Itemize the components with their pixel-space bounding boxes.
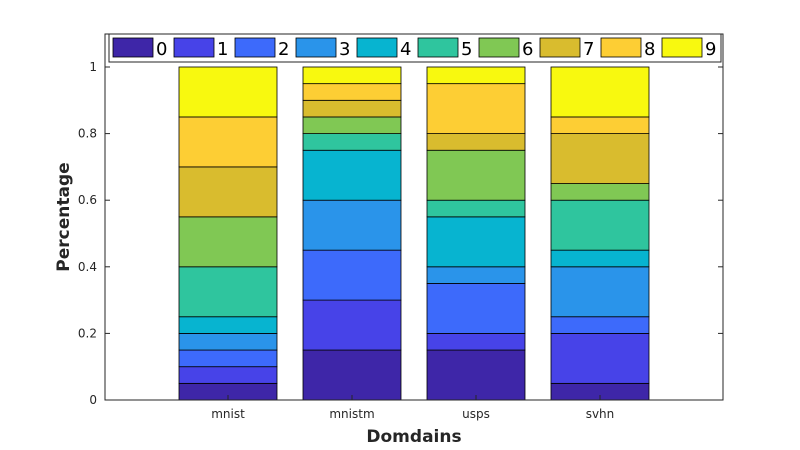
legend-swatch-1 (173, 37, 215, 58)
bar-segment-usps-3 (426, 266, 526, 284)
bar-segment-usps-8 (426, 83, 526, 135)
bar-segment-usps-5 (426, 199, 526, 218)
bar-segment-usps-2 (426, 283, 526, 334)
bar-segment-mnistm-6 (302, 116, 402, 134)
bar-segment-mnistm-3 (302, 199, 402, 251)
bar-segment-mnist-8 (178, 116, 278, 168)
legend-label: 3 (339, 39, 350, 60)
bar-segment-mnistm-9 (302, 66, 402, 85)
bar-segment-svhn-1 (550, 332, 650, 384)
bar-segment-mnist-5 (178, 266, 278, 318)
legend-swatch-8 (600, 37, 642, 58)
y-tick-label: 0.4 (78, 260, 97, 274)
y-tick-label: 0.6 (78, 193, 97, 207)
bar-segment-svhn-7 (550, 133, 650, 184)
bar-segment-mnistm-8 (302, 83, 402, 101)
y-tick-label: 0 (89, 393, 97, 407)
bar-segment-usps-4 (426, 216, 526, 268)
bar-segment-mnist-3 (178, 332, 278, 351)
x-axis-title: Domdains (366, 427, 461, 447)
bars-layer (178, 66, 650, 401)
legend-swatch-6 (478, 37, 520, 58)
x-tick-label: svhn (586, 407, 615, 421)
bar-segment-mnistm-2 (302, 249, 402, 301)
bar-segment-svhn-8 (550, 116, 650, 134)
legend-label: 0 (156, 39, 167, 60)
legend-swatch-4 (356, 37, 398, 58)
legend: 0 1 2 3 4 5 6 7 8 9 (108, 33, 722, 63)
legend-label: 4 (400, 39, 411, 60)
legend-label: 5 (461, 39, 472, 60)
legend-label: 8 (644, 39, 655, 60)
bar-segment-usps-9 (426, 66, 526, 85)
bar-segment-mnist-6 (178, 216, 278, 268)
bar-segment-mnistm-0 (302, 349, 402, 401)
bar-segment-svhn-9 (550, 66, 650, 118)
legend-label: 1 (217, 39, 228, 60)
bar-segment-usps-6 (426, 149, 526, 201)
legend-swatch-5 (417, 37, 459, 58)
y-tick-label: 1 (89, 60, 97, 74)
bar-segment-svhn-2 (550, 316, 650, 334)
bar-segment-mnist-7 (178, 166, 278, 218)
bar-segment-mnist-9 (178, 66, 278, 118)
bar-segment-mnistm-1 (302, 299, 402, 351)
bar-segment-mnist-4 (178, 316, 278, 334)
x-tick-label: usps (462, 407, 490, 421)
bar-segment-svhn-6 (550, 183, 650, 201)
bar-segment-mnistm-7 (302, 99, 402, 118)
legend-swatch-9 (661, 37, 703, 58)
legend-swatch-0 (112, 37, 154, 58)
bar-segment-mnistm-4 (302, 149, 402, 201)
legend-swatch-7 (539, 37, 581, 58)
bar-segment-svhn-5 (550, 199, 650, 251)
bar-segment-usps-1 (426, 332, 526, 351)
bar-segment-mnistm-5 (302, 133, 402, 151)
y-tick-label: 0.8 (78, 127, 97, 141)
y-tick-label: 0.2 (78, 326, 97, 340)
bar-segment-svhn-4 (550, 249, 650, 268)
legend-swatch-3 (295, 37, 337, 58)
legend-label: 7 (583, 39, 594, 60)
bar-segment-svhn-3 (550, 266, 650, 318)
legend-label: 2 (278, 39, 289, 60)
y-axis-title: Percentage (54, 162, 74, 271)
bar-segment-usps-0 (426, 349, 526, 401)
x-tick-label: mnist (211, 407, 245, 421)
legend-swatch-2 (234, 37, 276, 58)
x-axis: mnist mnistm usps svhn (211, 34, 614, 421)
legend-label: 9 (705, 39, 716, 60)
legend-label: 6 (522, 39, 533, 60)
x-tick-label: mnistm (329, 407, 374, 421)
y-axis: 0 0.2 0.4 0.6 0.8 1 (78, 60, 723, 407)
bar-segment-mnist-2 (178, 349, 278, 368)
bar-segment-usps-7 (426, 133, 526, 151)
bar-segment-mnist-1 (178, 366, 278, 384)
